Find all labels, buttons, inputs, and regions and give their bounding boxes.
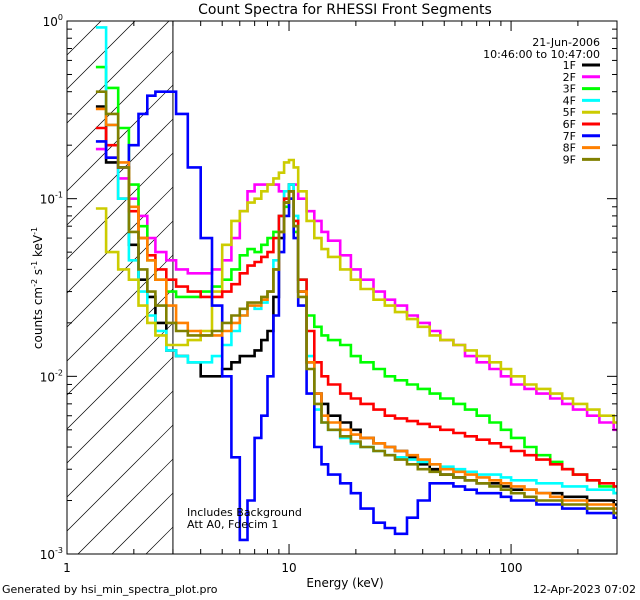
- x-tick-label: 100: [500, 561, 523, 575]
- y-tick-label: 10-3: [40, 546, 63, 562]
- hatch-line: [66, 152, 174, 260]
- hatch-line: [145, 526, 174, 555]
- hatch-line: [111, 492, 174, 555]
- axis-ticks: 1 10 100 100 10-1 10-2 10-3: [40, 13, 617, 575]
- hatch-line: [66, 20, 136, 90]
- hatched-region: [66, 20, 174, 555]
- series-line-8F: [95, 107, 617, 510]
- hatch-line: [66, 322, 174, 430]
- series-line-2F: [95, 147, 617, 432]
- legend-label-5F: 5F: [563, 106, 576, 119]
- annotation-attenuator: Att A0, Fdecim 1: [187, 518, 278, 531]
- series-line-7F: [95, 90, 617, 542]
- hatch-line: [77, 458, 174, 555]
- hatch-line: [66, 20, 170, 124]
- hatch-line: [66, 356, 174, 464]
- date-label: 21-Jun-2006: [532, 36, 600, 49]
- hatch-line: [66, 254, 174, 362]
- legend-label-1F: 1F: [563, 59, 576, 72]
- timestamp-footer: 12-Apr-2023 07:02: [532, 583, 636, 596]
- generated-by-footer: Generated by hsi_min_spectra_plot.pro: [2, 583, 218, 596]
- y-axis-label: counts cm-2 s-1 keV-1: [30, 227, 45, 349]
- hatch-line: [66, 186, 174, 294]
- hatch-line: [66, 424, 174, 532]
- series-lines: [95, 26, 617, 542]
- plot-frame: [66, 20, 618, 555]
- y-tick-label: 10-2: [40, 368, 63, 384]
- series-line-5F: [95, 158, 617, 424]
- hatch-line: [66, 84, 174, 192]
- legend-label-2F: 2F: [563, 71, 576, 84]
- hatch-line: [66, 118, 174, 226]
- annotation-background: Includes Background: [187, 506, 302, 519]
- legend-label-3F: 3F: [563, 83, 576, 96]
- chart-title: Count Spectra for RHESSI Front Segments: [198, 2, 492, 18]
- hatch-line: [66, 20, 102, 56]
- hatch-line: [66, 390, 174, 498]
- series-line-3F: [95, 65, 617, 495]
- x-tick-label: 1: [63, 561, 71, 575]
- hatch-line: [66, 50, 174, 158]
- series-line-9F: [95, 90, 617, 515]
- legend-label-8F: 8F: [563, 142, 576, 155]
- series-line-4F: [95, 26, 617, 495]
- legend-label-6F: 6F: [563, 118, 576, 131]
- time-range-label: 10:46:00 to 10:47:00: [483, 48, 600, 61]
- legend-label-4F: 4F: [563, 94, 576, 107]
- y-tick-label: 100: [43, 13, 63, 29]
- x-axis-label: Energy (keV): [306, 576, 383, 590]
- y-tick-label: 10-1: [40, 191, 63, 207]
- series-line-6F: [95, 126, 617, 488]
- legend-label-7F: 7F: [563, 130, 576, 143]
- legend-label-9F: 9F: [563, 153, 576, 166]
- x-tick-label: 10: [281, 561, 296, 575]
- hatch-line: [66, 220, 174, 328]
